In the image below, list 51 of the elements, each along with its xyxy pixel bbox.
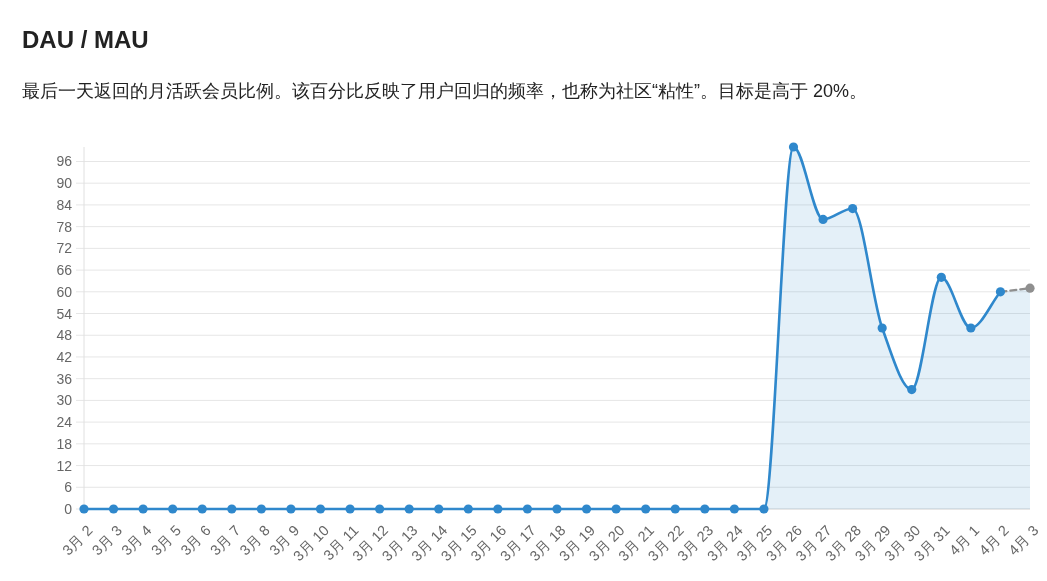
point (641, 504, 651, 514)
point (138, 504, 148, 514)
point (404, 504, 414, 514)
point (493, 504, 503, 514)
y-tick-label: 84 (56, 196, 73, 213)
point (197, 504, 207, 514)
point (818, 214, 828, 224)
point (729, 504, 739, 514)
y-tick-label: 36 (56, 370, 73, 387)
point (700, 504, 710, 514)
point (788, 142, 799, 152)
point (611, 504, 621, 514)
title: DAU / MAU (22, 26, 149, 53)
subtitle: 最后一天返回的月活跃会员比例。该百分比反映了用户回归的频率，也称为社区“粘性”。目标是高于 20%。 (22, 81, 867, 101)
point (581, 504, 592, 514)
point (315, 504, 326, 514)
y-tick-label: 0 (64, 501, 73, 517)
point (345, 504, 355, 514)
point (108, 504, 119, 514)
point (168, 504, 178, 514)
y-tick-label: 48 (56, 327, 73, 344)
point (434, 504, 444, 514)
y-tick-label: 72 (56, 240, 73, 257)
point (759, 504, 769, 514)
y-tick-label: 66 (56, 262, 73, 279)
y-tick-label: 12 (56, 457, 73, 474)
y-tick-label: 96 (56, 153, 73, 170)
point (966, 323, 976, 333)
y-tick-label: 18 (56, 435, 73, 452)
y-tick-label: 78 (56, 218, 73, 235)
point (522, 504, 533, 514)
y-tick-label: 30 (56, 392, 73, 409)
point (670, 504, 680, 514)
point (848, 203, 858, 214)
point (256, 504, 266, 514)
y-tick-label: 24 (56, 414, 73, 431)
point (552, 504, 562, 514)
point (877, 323, 887, 333)
point (463, 504, 473, 514)
y-tick-label: 6 (64, 479, 73, 496)
y-tick-label: 42 (56, 348, 73, 365)
point (79, 504, 89, 514)
y-tick-label: 60 (56, 283, 73, 300)
point (375, 504, 385, 514)
point (227, 504, 237, 514)
point (995, 287, 1006, 297)
point (936, 272, 946, 282)
y-tick-label: 54 (56, 305, 73, 322)
point (286, 504, 296, 514)
y-tick-label: 90 (56, 175, 73, 192)
point (907, 384, 917, 395)
